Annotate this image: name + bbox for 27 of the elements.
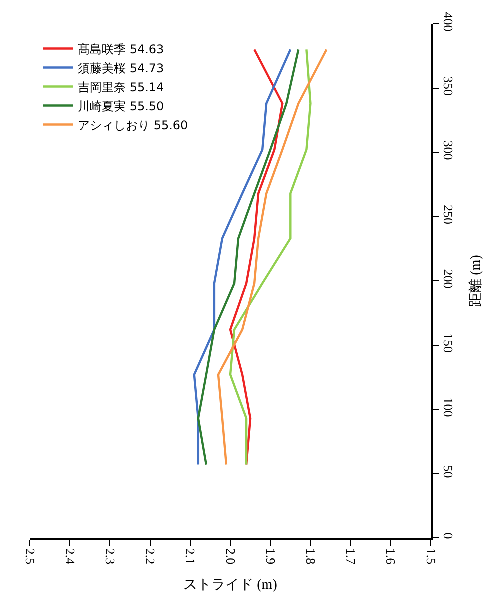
legend-label: 吉岡里奈 55.14	[78, 80, 164, 94]
y-tick-label: 400	[440, 12, 456, 32]
legend-label: 川崎夏実 55.50	[78, 99, 164, 114]
y-tick-label: 350	[440, 76, 456, 96]
x-tick-label: 1.6	[384, 548, 399, 566]
x-tick-label: 2.5	[22, 548, 38, 565]
x-tick-label: 2.3	[102, 548, 118, 565]
y-tick-label: 50	[440, 465, 456, 478]
legend-label: アシィしおり 55.60	[78, 118, 188, 132]
x-tick-label: 2.2	[143, 548, 158, 565]
x-tick-label: 1.5	[424, 548, 439, 565]
x-axis-title: ストライド (m)	[184, 578, 278, 593]
x-tick-label: 1.7	[344, 548, 359, 566]
y-axis-title: 距離 (m)	[468, 254, 484, 307]
y-tick-label: 0	[440, 532, 456, 540]
x-tick-label: 2.0	[223, 548, 238, 565]
x-tick-label: 1.8	[303, 548, 318, 565]
y-tick-label: 150	[440, 334, 456, 354]
y-tick-label: 250	[440, 205, 456, 225]
legend-label: 須藤美桜 54.73	[78, 61, 164, 76]
y-tick-label: 200	[440, 269, 456, 289]
x-tick-label: 2.4	[62, 548, 78, 566]
y-tick-label: 300	[440, 140, 456, 160]
y-tick-label: 100	[440, 398, 456, 418]
x-tick-label: 1.9	[263, 548, 278, 565]
x-tick-label: 2.1	[183, 548, 198, 565]
legend-label: 髙島咲季 54.63	[78, 42, 164, 56]
